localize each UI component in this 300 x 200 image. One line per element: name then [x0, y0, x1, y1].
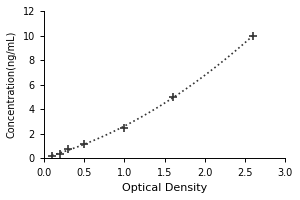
X-axis label: Optical Density: Optical Density: [122, 183, 207, 193]
Y-axis label: Concentration(ng/mL): Concentration(ng/mL): [7, 31, 17, 138]
